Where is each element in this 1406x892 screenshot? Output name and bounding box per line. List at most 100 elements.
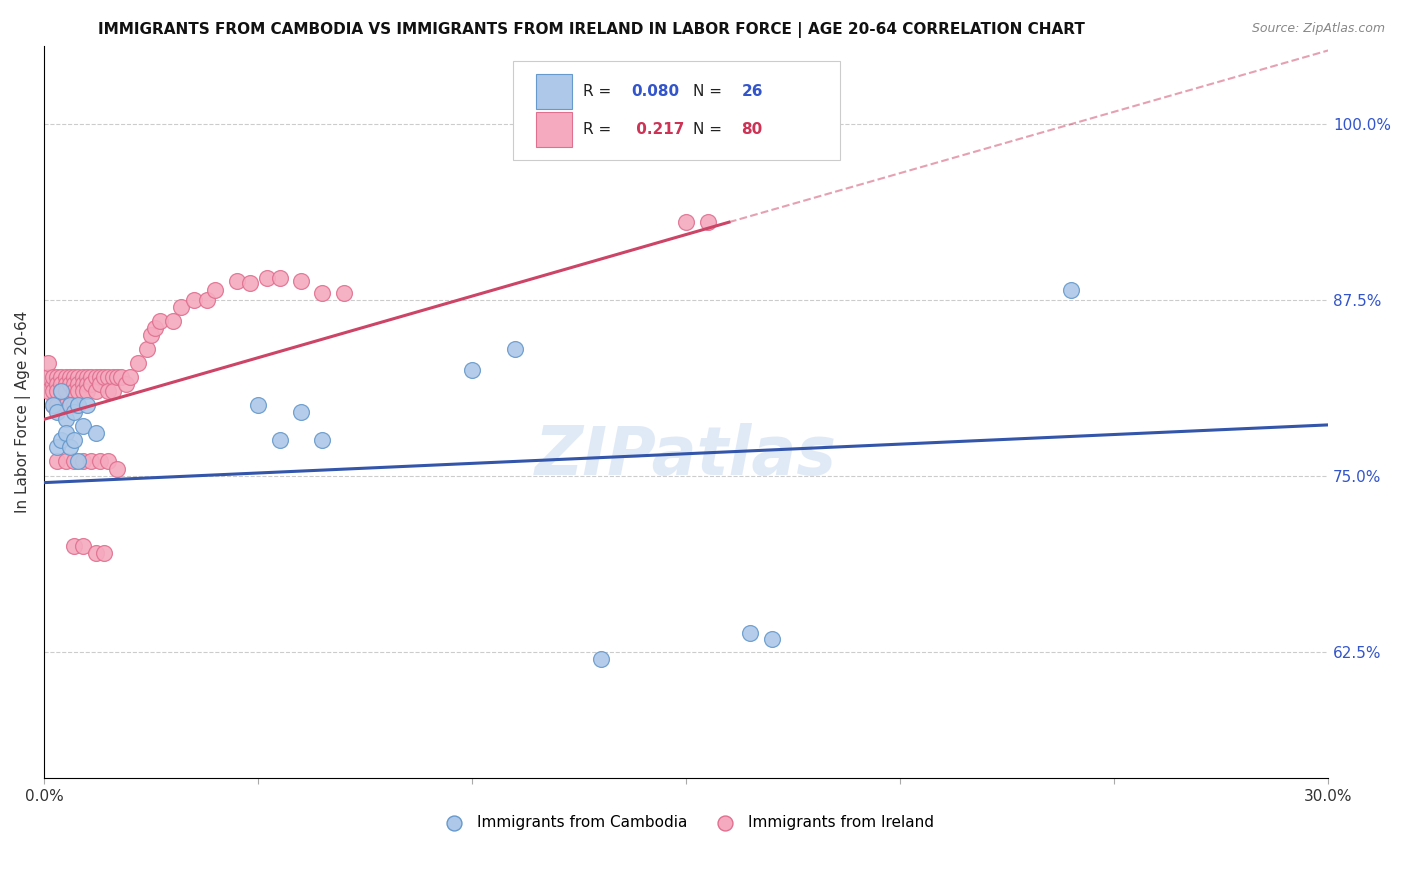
Point	[740, 626, 762, 640]
Point	[311, 434, 333, 448]
Point	[696, 215, 718, 229]
Point	[67, 370, 90, 384]
Point	[101, 384, 124, 398]
Point	[135, 342, 157, 356]
Point	[63, 434, 86, 448]
Point	[72, 370, 94, 384]
Text: N =: N =	[693, 84, 727, 99]
Point	[67, 454, 90, 468]
Point	[84, 370, 107, 384]
Point	[59, 398, 82, 412]
Text: Source: ZipAtlas.com: Source: ZipAtlas.com	[1251, 22, 1385, 36]
Point	[63, 370, 86, 384]
Point	[55, 454, 77, 468]
Point	[127, 356, 149, 370]
Point	[333, 285, 356, 300]
Point	[589, 651, 612, 665]
Point	[63, 539, 86, 553]
Point	[59, 398, 82, 412]
Text: 26: 26	[741, 84, 763, 99]
Point	[239, 276, 262, 290]
Y-axis label: In Labor Force | Age 20-64: In Labor Force | Age 20-64	[15, 311, 31, 514]
Point	[76, 377, 98, 392]
Point	[84, 546, 107, 560]
Point	[76, 384, 98, 398]
Point	[93, 546, 115, 560]
Legend: Immigrants from Cambodia, Immigrants from Ireland: Immigrants from Cambodia, Immigrants fro…	[432, 809, 941, 837]
Text: 80: 80	[741, 122, 762, 137]
Point	[51, 434, 73, 448]
Point	[63, 454, 86, 468]
Point	[63, 405, 86, 419]
FancyBboxPatch shape	[513, 61, 841, 160]
Point	[461, 363, 484, 377]
Point	[93, 370, 115, 384]
Point	[84, 426, 107, 441]
Point	[269, 271, 291, 285]
Point	[76, 398, 98, 412]
Point	[55, 426, 77, 441]
Point	[63, 398, 86, 412]
Point	[204, 283, 226, 297]
Point	[72, 384, 94, 398]
Text: IMMIGRANTS FROM CAMBODIA VS IMMIGRANTS FROM IRELAND IN LABOR FORCE | AGE 20-64 C: IMMIGRANTS FROM CAMBODIA VS IMMIGRANTS F…	[98, 22, 1085, 38]
Point	[72, 454, 94, 468]
Point	[59, 370, 82, 384]
Point	[145, 320, 167, 334]
Point	[55, 412, 77, 426]
Point	[72, 419, 94, 434]
Text: 0.217: 0.217	[631, 122, 685, 137]
Text: R =: R =	[583, 84, 617, 99]
Point	[97, 454, 120, 468]
Point	[195, 293, 218, 307]
Point	[105, 461, 128, 475]
Point	[46, 398, 69, 412]
Point	[42, 398, 65, 412]
Point	[80, 454, 103, 468]
Point	[72, 539, 94, 553]
Point	[51, 384, 73, 398]
Point	[89, 454, 111, 468]
Point	[46, 441, 69, 455]
Point	[42, 370, 65, 384]
Point	[67, 398, 90, 412]
Point	[76, 370, 98, 384]
Point	[63, 384, 86, 398]
Point	[67, 384, 90, 398]
Point	[97, 370, 120, 384]
Point	[55, 398, 77, 412]
Point	[247, 398, 270, 412]
Point	[141, 327, 163, 342]
Point	[46, 384, 69, 398]
Point	[37, 356, 59, 370]
Point	[67, 377, 90, 392]
Point	[37, 384, 59, 398]
Text: ZIPatlas: ZIPatlas	[536, 423, 837, 489]
Point	[51, 384, 73, 398]
Point	[225, 274, 247, 288]
Point	[46, 454, 69, 468]
Point	[59, 441, 82, 455]
Point	[110, 370, 132, 384]
Point	[55, 377, 77, 392]
Point	[46, 370, 69, 384]
Point	[46, 405, 69, 419]
Point	[55, 384, 77, 398]
Point	[84, 384, 107, 398]
Point	[1060, 283, 1083, 297]
Point	[89, 370, 111, 384]
Bar	[536, 112, 572, 147]
Point	[89, 377, 111, 392]
Point	[63, 377, 86, 392]
Point	[37, 370, 59, 384]
Point	[761, 632, 783, 646]
Point	[80, 377, 103, 392]
Point	[114, 377, 136, 392]
Point	[149, 314, 172, 328]
Point	[290, 405, 312, 419]
Point	[170, 300, 193, 314]
Point	[101, 370, 124, 384]
Point	[311, 285, 333, 300]
Point	[162, 314, 184, 328]
Text: 0.080: 0.080	[631, 84, 679, 99]
